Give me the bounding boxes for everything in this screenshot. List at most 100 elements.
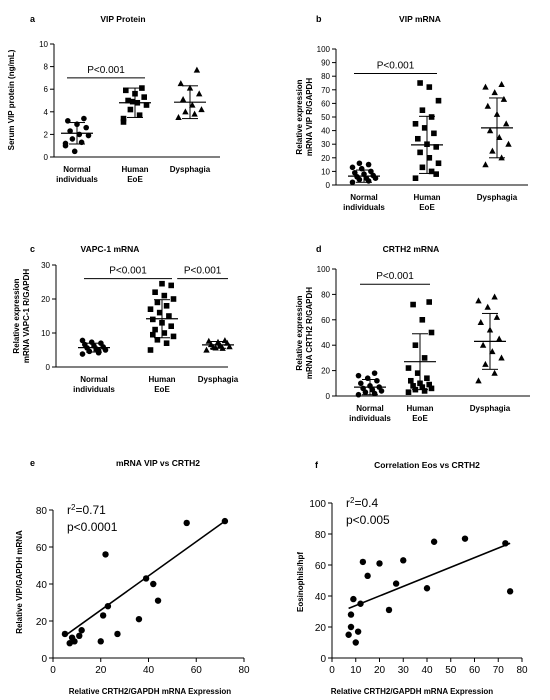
data-point bbox=[428, 385, 435, 392]
p-value-label: p<0.0001 bbox=[67, 520, 118, 534]
data-point bbox=[419, 384, 426, 390]
data-point bbox=[505, 140, 512, 147]
data-point bbox=[347, 623, 355, 631]
category-label: Human bbox=[406, 404, 433, 413]
significance-label: P<0.001 bbox=[376, 271, 414, 282]
y-axis-label: mRNA CRTH2 R/GAPDH bbox=[305, 287, 314, 379]
data-point bbox=[143, 102, 150, 108]
y-tick-label: 30 bbox=[321, 140, 330, 149]
data-point bbox=[163, 303, 170, 309]
panel-f: f Correlation Eos vs CRTH2 0 20 40 60 80 100 0 10… bbox=[296, 460, 528, 696]
data-point bbox=[182, 108, 189, 115]
data-point bbox=[127, 106, 134, 113]
data-point bbox=[150, 316, 156, 323]
data-point bbox=[435, 97, 442, 104]
y-tick-label: 40 bbox=[315, 592, 327, 603]
data-point bbox=[370, 172, 377, 179]
data-point bbox=[423, 585, 431, 592]
data-point bbox=[419, 164, 426, 171]
y-tick-label: 50 bbox=[321, 113, 330, 122]
panel-letter: e bbox=[30, 458, 35, 468]
data-point bbox=[417, 149, 423, 156]
data-point bbox=[120, 119, 127, 125]
data-point bbox=[491, 293, 498, 300]
data-point bbox=[358, 380, 364, 387]
y-tick-label: 20 bbox=[41, 295, 50, 304]
data-point bbox=[371, 370, 378, 376]
data-point bbox=[496, 335, 503, 342]
y-tick-label: 40 bbox=[321, 341, 330, 350]
data-point bbox=[354, 174, 360, 180]
category-label: Dysphagia bbox=[470, 404, 511, 413]
regression-line bbox=[64, 520, 226, 637]
y-tick-label: 0 bbox=[41, 654, 47, 665]
data-point bbox=[81, 115, 87, 122]
data-point bbox=[129, 98, 136, 105]
regression-line bbox=[348, 542, 511, 610]
category-label: Human bbox=[121, 165, 148, 174]
data-point bbox=[365, 161, 372, 168]
data-point bbox=[85, 132, 92, 139]
data-point bbox=[141, 94, 147, 100]
y-tick-label: 0 bbox=[326, 392, 331, 401]
data-point bbox=[170, 296, 177, 302]
data-point bbox=[207, 341, 215, 348]
data-point bbox=[500, 95, 508, 102]
y-tick-label: 10 bbox=[39, 40, 48, 49]
x-tick-label: 60 bbox=[191, 665, 203, 676]
significance-label: P<0.001 bbox=[87, 65, 125, 76]
data-point bbox=[419, 317, 426, 323]
data-point bbox=[125, 97, 131, 104]
category-label: Normal bbox=[80, 375, 108, 384]
data-point bbox=[196, 90, 203, 97]
data-point bbox=[428, 329, 435, 336]
x-tick-label: 40 bbox=[143, 665, 155, 676]
data-point bbox=[482, 360, 489, 367]
panel-letter: c bbox=[30, 244, 35, 254]
y-tick-label: 60 bbox=[36, 543, 48, 554]
category-label: individuals bbox=[56, 175, 98, 184]
category-label: individuals bbox=[349, 414, 391, 423]
data-point bbox=[159, 280, 165, 287]
data-point bbox=[489, 147, 496, 154]
data-point bbox=[191, 110, 198, 117]
data-point bbox=[359, 558, 367, 566]
y-tick-label: 8 bbox=[44, 63, 49, 72]
category-label: Human bbox=[148, 375, 175, 384]
panel-title: Correlation Eos vs CRTH2 bbox=[374, 460, 480, 470]
data-point bbox=[368, 168, 374, 175]
y-tick-label: 100 bbox=[317, 265, 331, 274]
data-point bbox=[189, 101, 196, 108]
data-point bbox=[183, 519, 190, 527]
data-point bbox=[484, 303, 491, 310]
data-point bbox=[419, 107, 426, 113]
category-label: individuals bbox=[73, 385, 115, 394]
y-tick-label: 0 bbox=[320, 654, 326, 665]
data-point bbox=[205, 337, 212, 344]
y-tick-label: 80 bbox=[321, 290, 330, 299]
category-label: Dysphagia bbox=[198, 375, 239, 384]
data-point bbox=[114, 630, 121, 638]
x-tick-label: 80 bbox=[516, 665, 528, 676]
data-point bbox=[475, 297, 482, 304]
data-point bbox=[135, 615, 143, 623]
category-label: Dysphagia bbox=[477, 193, 518, 202]
data-point bbox=[479, 341, 487, 348]
data-point bbox=[421, 125, 428, 131]
data-point bbox=[67, 128, 73, 134]
panel-title: VIP Protein bbox=[100, 14, 145, 24]
data-point bbox=[71, 638, 78, 645]
x-tick-label: 70 bbox=[493, 665, 505, 676]
category-label: Dysphagia bbox=[170, 165, 211, 174]
data-point bbox=[355, 372, 362, 379]
data-point bbox=[431, 130, 437, 137]
data-point bbox=[97, 638, 104, 645]
x-tick-label: 0 bbox=[50, 665, 56, 676]
data-point bbox=[426, 381, 432, 388]
data-point bbox=[123, 87, 129, 94]
data-point bbox=[356, 160, 363, 167]
y-tick-label: 100 bbox=[309, 499, 326, 510]
data-point bbox=[170, 333, 177, 340]
data-point bbox=[350, 595, 357, 603]
